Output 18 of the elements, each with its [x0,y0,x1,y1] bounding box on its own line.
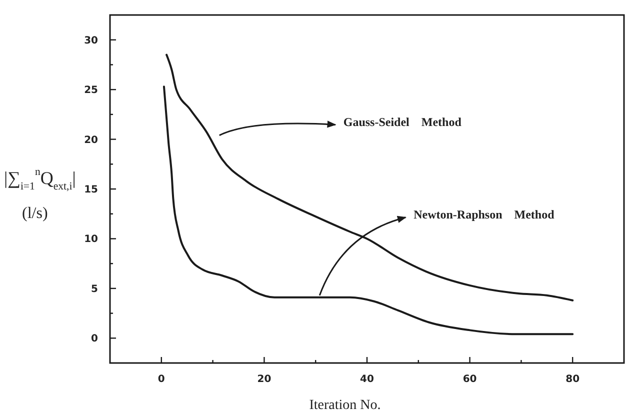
x-tick-label: 0 [158,374,165,385]
y-tick-label: 5 [91,284,98,295]
y-tick-label: 0 [91,334,98,345]
y-tick-label: 30 [84,35,98,46]
line-series [162,86,574,336]
annotation: Gauss-Seidel Method [343,114,462,129]
y-tick-label: 15 [84,184,98,196]
x-tick-label: 20 [257,374,272,385]
y-tick-label: 25 [84,85,98,96]
x-tick-label: 80 [566,374,580,385]
x-tick-label: 60 [462,374,477,385]
annotation: Newton-Raphson Method [414,208,555,222]
x-tick-label: 40 [360,374,374,385]
y-tick-label: 10 [84,234,98,246]
x-axis-title: Iteration No. [309,398,381,413]
y-tick-label: 20 [84,134,98,146]
line-series [166,54,574,302]
text: |∑$_{i=1}$$^{n}$Q$_{ext,i}$| (l/s) [4,166,76,222]
